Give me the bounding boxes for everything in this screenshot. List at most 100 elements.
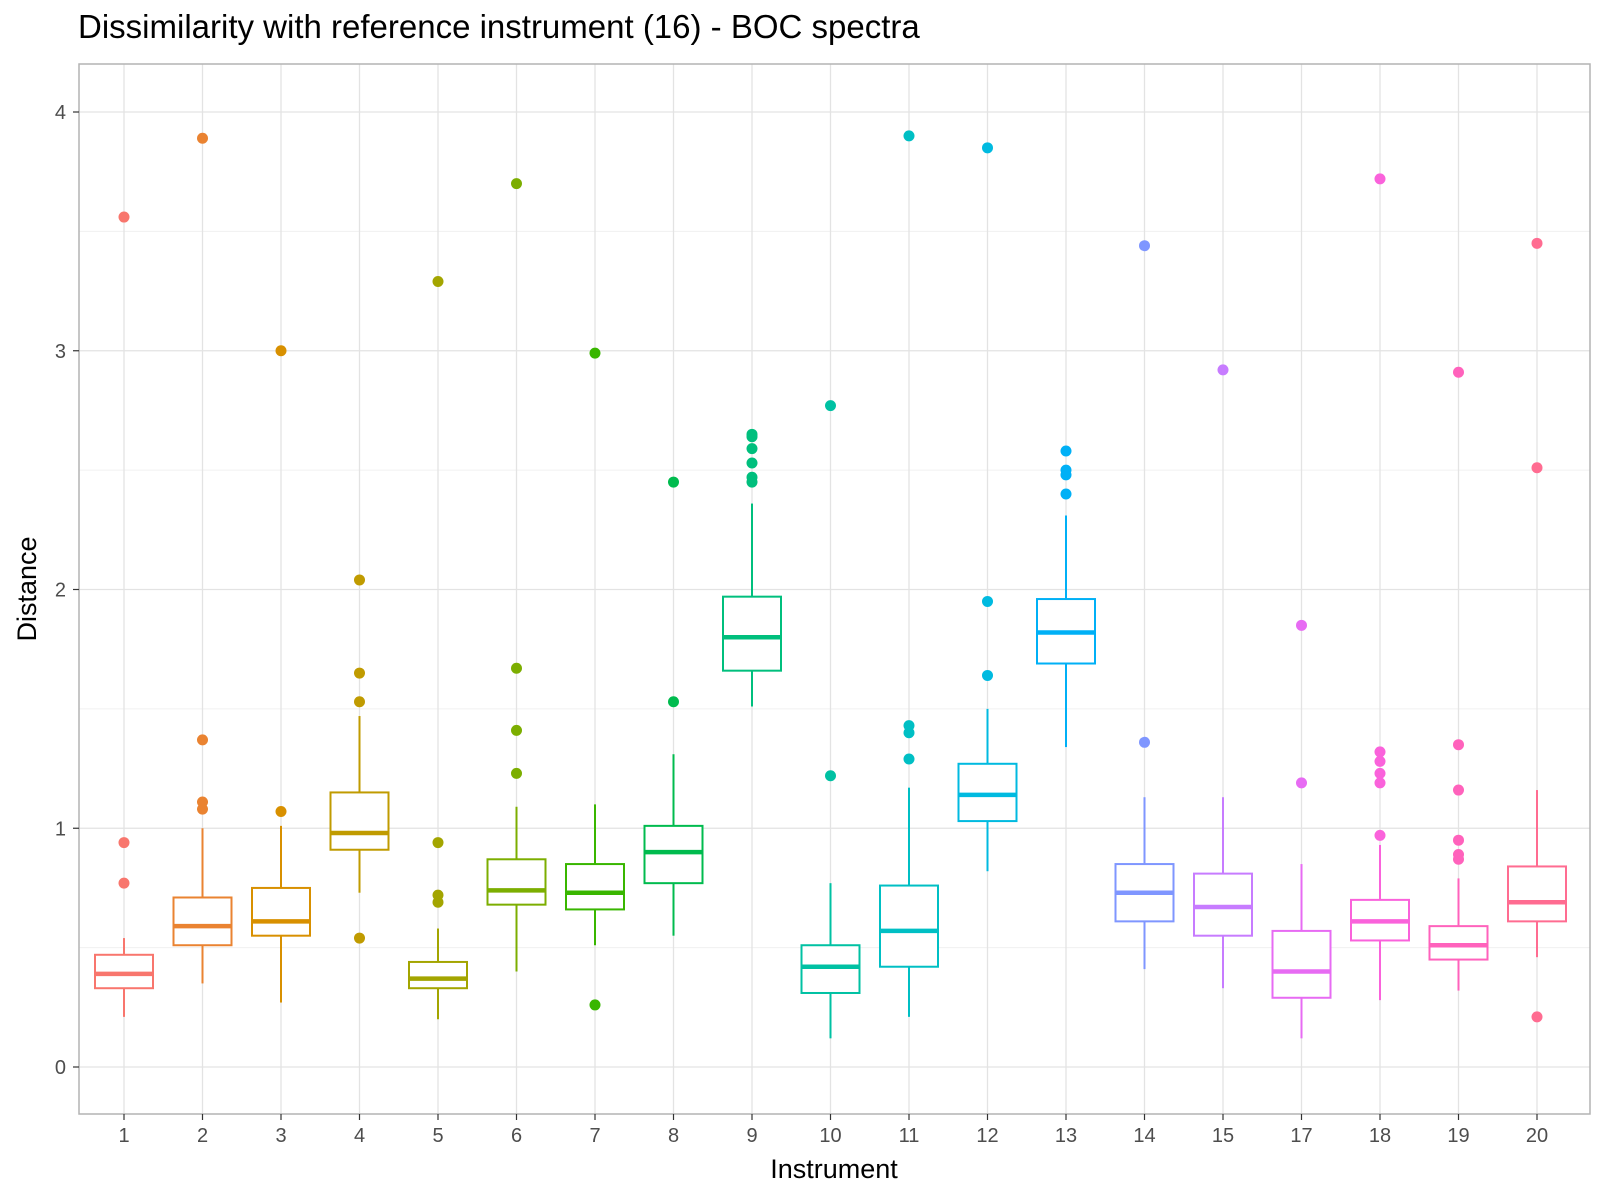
outlier-point (354, 932, 365, 944)
x-tick-label: 2 (197, 1125, 208, 1147)
outlier-point (589, 999, 601, 1011)
x-tick-label: 19 (1447, 1125, 1469, 1147)
outlier-point (1453, 739, 1464, 751)
outlier-point (118, 837, 130, 849)
iqr-box (800, 944, 861, 994)
outlier-point (354, 696, 365, 708)
x-tick-label: 14 (1133, 1125, 1155, 1147)
box-instrument-14 (1114, 240, 1175, 970)
x-tick-label: 7 (589, 1125, 600, 1147)
outlier-point (118, 211, 130, 223)
y-tick-label: 0 (55, 1057, 66, 1079)
outlier-point (432, 889, 444, 901)
outlier-point (1296, 619, 1307, 631)
outlier-point (197, 132, 208, 144)
y-tick-label: 4 (55, 102, 66, 124)
iqr-box (643, 824, 704, 885)
x-tick-label: 15 (1212, 1125, 1234, 1147)
outlier-point (511, 178, 522, 190)
box-instrument-15 (1193, 364, 1253, 989)
outlier-point (197, 796, 208, 808)
outlier-point (982, 142, 993, 154)
x-tick-label: 1 (118, 1125, 129, 1147)
x-tick-label: 8 (668, 1125, 679, 1147)
x-tick-label: 6 (511, 1125, 522, 1147)
y-tick-label: 2 (55, 580, 66, 602)
outlier-point (746, 471, 758, 483)
outlier-point (1374, 755, 1386, 767)
box-instrument-7 (565, 347, 625, 1011)
iqr-box (957, 762, 1018, 823)
outlier-point (1139, 240, 1150, 252)
x-tick-label: 12 (976, 1125, 998, 1147)
outlier-point (432, 837, 444, 849)
iqr-box (879, 884, 939, 968)
iqr-box (172, 896, 233, 947)
outlier-point (1060, 488, 1072, 500)
outlier-point (746, 428, 758, 440)
box-instrument-6 (486, 178, 547, 972)
outlier-point (825, 400, 836, 412)
outlier-point (1453, 849, 1464, 861)
x-tick-label: 20 (1526, 1125, 1548, 1147)
box-instrument-13 (1036, 445, 1096, 748)
x-tick-label: 10 (819, 1125, 841, 1147)
iqr-box (94, 953, 154, 990)
x-tick-label: 3 (275, 1125, 286, 1147)
outlier-point (511, 724, 522, 736)
outlier-point (197, 734, 208, 746)
iqr-box (486, 858, 547, 906)
outlier-point (1531, 237, 1543, 249)
outlier-point (825, 770, 836, 782)
outlier-point (668, 476, 679, 488)
outlier-point (118, 877, 130, 889)
iqr-box (408, 960, 468, 990)
outlier-point (1060, 464, 1072, 476)
outlier-point (354, 574, 365, 586)
iqr-box (1193, 872, 1253, 937)
outlier-point (511, 662, 522, 674)
outlier-point (354, 667, 365, 679)
chart-title: Dissimilarity with reference instrument … (78, 8, 920, 45)
box-instrument-17 (1271, 619, 1332, 1039)
outlier-point (432, 276, 444, 288)
outlier-point (1060, 445, 1072, 457)
y-axis-ticks: 0 1 2 3 4 (55, 102, 79, 1079)
box-instrument-4 (329, 574, 390, 944)
outlier-point (1531, 1011, 1543, 1023)
iqr-box (1271, 929, 1332, 999)
x-tick-label: 17 (1290, 1125, 1312, 1147)
x-tick-label: 11 (899, 1125, 920, 1147)
outlier-point (589, 347, 601, 359)
outlier-point (1453, 834, 1464, 846)
y-tick-label: 1 (55, 818, 66, 840)
outlier-point (746, 443, 758, 455)
outlier-point (982, 595, 993, 607)
box-instrument-20 (1507, 237, 1567, 1023)
outlier-point (903, 753, 915, 765)
outlier-point (668, 696, 679, 708)
outlier-point (1531, 462, 1543, 474)
outlier-point (746, 457, 758, 469)
iqr-box (1428, 925, 1489, 961)
x-axis-ticks: 1 2 3 4 5 6 7 8 9 10 11 12 13 14 15 17 18 19 20 (118, 1114, 1548, 1147)
outlier-point (982, 669, 993, 681)
box-instrument-11 (879, 130, 939, 1017)
iqr-box (251, 886, 311, 937)
box-instrument-18 (1350, 173, 1410, 1001)
iqr-box (565, 863, 625, 911)
outlier-point (1139, 736, 1150, 748)
box-instrument-1 (94, 211, 154, 1017)
outlier-point (1374, 829, 1386, 841)
outlier-point (1217, 364, 1229, 376)
iqr-box (329, 791, 390, 851)
outlier-point (275, 806, 287, 818)
outlier-point (1374, 746, 1386, 758)
iqr-box (1507, 865, 1567, 923)
box-series (94, 130, 1567, 1039)
y-tick-label: 3 (55, 341, 66, 363)
box-instrument-9 (722, 428, 782, 707)
x-tick-label: 13 (1055, 1125, 1077, 1147)
x-tick-label: 18 (1369, 1125, 1391, 1147)
